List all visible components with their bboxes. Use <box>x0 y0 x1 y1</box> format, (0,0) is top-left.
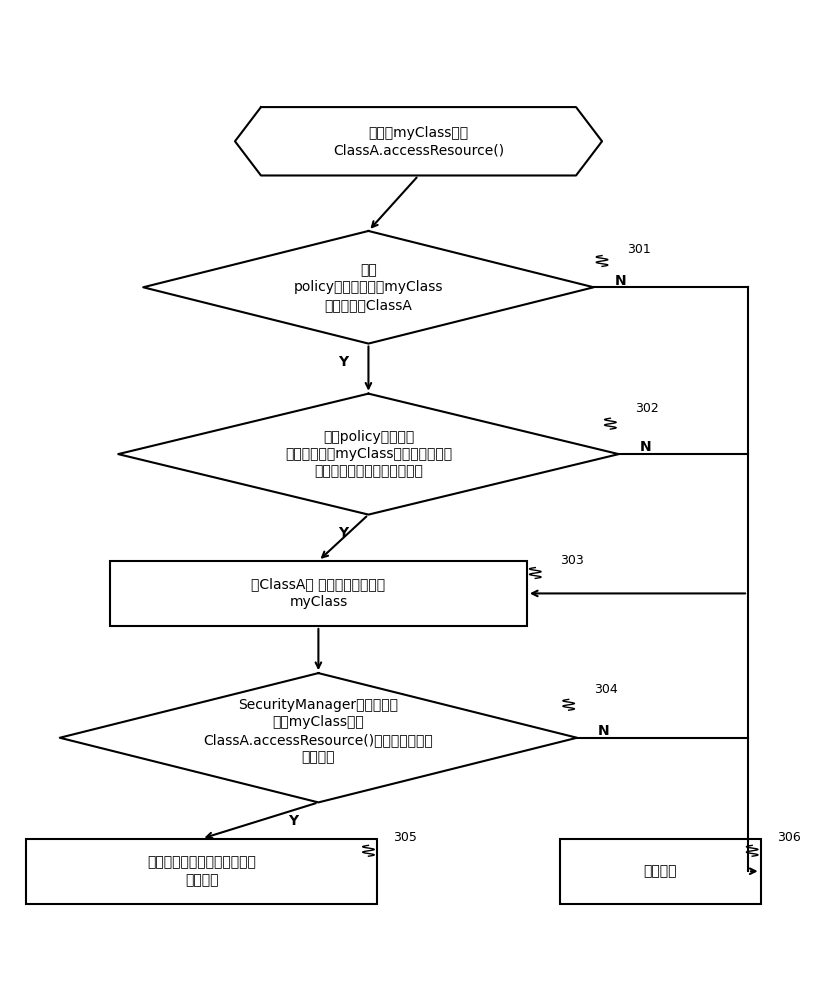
Text: ClassA.accessResource()是否有足够权限: ClassA.accessResource()是否有足够权限 <box>203 733 433 747</box>
Text: 301: 301 <box>626 243 650 256</box>
Text: 306: 306 <box>777 831 800 844</box>
Polygon shape <box>59 673 576 802</box>
Text: 限授权是否满足授权约束条件: 限授权是否满足授权约束条件 <box>314 465 422 479</box>
Text: Y: Y <box>338 355 348 369</box>
Bar <box>110 561 527 626</box>
Text: 访问资源: 访问资源 <box>185 873 218 887</box>
Text: 判断对用户类myClass进行资源访问权: 判断对用户类myClass进行资源访问权 <box>284 447 451 461</box>
Text: 是否可访问ClassA: 是否可访问ClassA <box>324 298 412 312</box>
Text: 302: 302 <box>635 402 659 415</box>
Text: Y: Y <box>288 814 298 828</box>
Text: N: N <box>639 440 650 454</box>
Text: N: N <box>597 724 609 738</box>
Text: policy策略文件判断myClass: policy策略文件判断myClass <box>293 280 443 294</box>
Polygon shape <box>143 231 593 344</box>
Text: ClassA.accessResource(): ClassA.accessResource() <box>333 143 503 157</box>
Text: 抛出异常: 抛出异常 <box>643 864 676 878</box>
Bar <box>27 839 376 904</box>
Polygon shape <box>118 394 618 515</box>
Text: 将ClassA的 资源访问权限赋给: 将ClassA的 资源访问权限赋给 <box>251 578 385 592</box>
Bar <box>559 839 760 904</box>
Text: 用户类myClass调用: 用户类myClass调用 <box>368 126 468 140</box>
Text: 305: 305 <box>393 831 417 844</box>
Text: Y: Y <box>338 526 348 540</box>
Text: myClass: myClass <box>289 595 347 609</box>
Text: 执行被调用的用户类的方法，: 执行被调用的用户类的方法， <box>147 855 256 869</box>
Text: 303: 303 <box>559 554 584 567</box>
Text: 304: 304 <box>593 683 617 696</box>
Polygon shape <box>235 107 601 175</box>
Text: N: N <box>614 274 625 288</box>
Text: 访问资源: 访问资源 <box>301 750 334 764</box>
Text: 根据: 根据 <box>359 263 376 277</box>
Text: 判断myClass调用: 判断myClass调用 <box>273 715 364 729</box>
Text: SecurityManager进行栈检测: SecurityManager进行栈检测 <box>238 698 398 712</box>
Text: 根据policy策略文件: 根据policy策略文件 <box>323 430 414 444</box>
